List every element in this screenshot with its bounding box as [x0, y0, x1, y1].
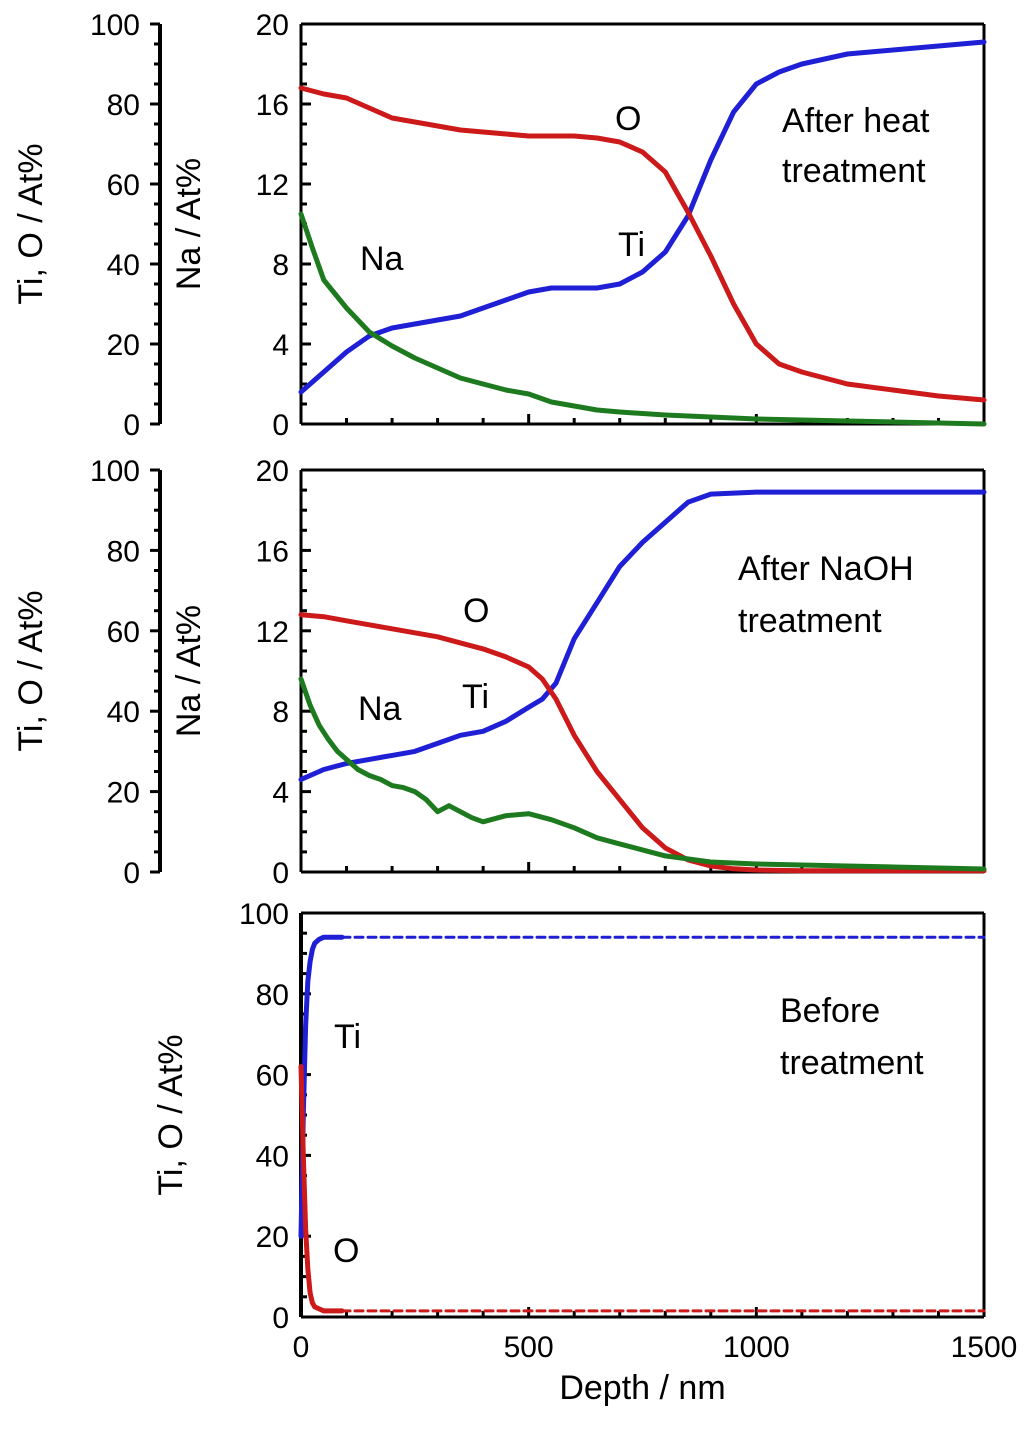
series-o: [298, 612, 987, 874]
series-label-ti: Ti: [618, 226, 645, 264]
series-ti: [298, 39, 987, 395]
left-y-tick-label: 100: [90, 9, 140, 42]
panel-heat: [150, 22, 987, 427]
na-y-axis-title: Na / At%: [170, 158, 208, 290]
series-ti: [298, 934, 345, 1239]
na-y-tick-label: 16: [256, 535, 289, 568]
left-y-tick-label: 100: [239, 898, 289, 931]
panel-annotation-line-1: After NaOH: [738, 550, 914, 588]
left-y-tick-label: 60: [107, 616, 140, 649]
left-y-tick-label: 80: [107, 89, 140, 122]
series-label-ti: Ti: [462, 678, 489, 716]
left-y-tick-label: 40: [256, 1140, 289, 1173]
panel-before: [298, 911, 986, 1319]
left-y-tick-label: 80: [107, 535, 140, 568]
series-o: [298, 85, 987, 403]
panel-annotation-line-1: After heat: [782, 102, 930, 140]
na-y-tick-label: 0: [272, 409, 289, 442]
na-y-tick-label: 0: [272, 857, 289, 890]
series-label-na: Na: [358, 690, 402, 728]
na-y-tick-label: 20: [256, 455, 289, 488]
x-tick-label: 1000: [723, 1331, 790, 1364]
na-y-tick-label: 12: [256, 616, 289, 649]
panel-naoh: [150, 468, 987, 874]
left-y-tick-label: 20: [256, 1221, 289, 1254]
series-ti: [298, 489, 987, 782]
x-tick-label: 0: [293, 1331, 310, 1364]
series-label-o: O: [463, 592, 489, 630]
left-y-axis-title: Ti, O / At%: [12, 590, 50, 751]
series-label-ti: Ti: [334, 1018, 361, 1056]
left-y-tick-label: 40: [107, 249, 140, 282]
na-y-axis-title: Na / At%: [170, 605, 208, 737]
series-na: [298, 211, 987, 427]
left-y-tick-label: 60: [256, 1060, 289, 1093]
series-na: [298, 676, 987, 872]
na-y-tick-label: 16: [256, 89, 289, 122]
x-tick-label: 1500: [951, 1331, 1018, 1364]
x-axis-title: Depth / nm: [559, 1369, 725, 1407]
na-y-tick-label: 20: [256, 9, 289, 42]
left-y-tick-label: 40: [107, 696, 140, 729]
left-y-tick-label: 20: [107, 777, 140, 810]
na-y-tick-label: 4: [272, 777, 289, 810]
series-label-na: Na: [360, 240, 404, 278]
series-o: [298, 1064, 345, 1314]
panel-annotation-line-1: Before: [780, 992, 880, 1030]
left-y-tick-label: 60: [107, 169, 140, 202]
left-y-tick-label: 80: [256, 979, 289, 1012]
panel-annotation-line-2: treatment: [780, 1044, 924, 1082]
left-y-axis-title: Ti, O / At%: [12, 143, 50, 304]
series-label-o: O: [615, 100, 641, 138]
series-label-o: O: [333, 1232, 359, 1270]
panel-annotation-line-2: treatment: [738, 602, 882, 640]
left-y-tick-label: 0: [123, 409, 140, 442]
na-y-tick-label: 8: [272, 696, 289, 729]
na-y-tick-label: 8: [272, 249, 289, 282]
na-y-tick-label: 4: [272, 329, 289, 362]
left-y-tick-label: 20: [107, 329, 140, 362]
left-y-tick-label: 0: [272, 1302, 289, 1335]
x-tick-label: 500: [504, 1331, 554, 1364]
left-y-axis-title: Ti, O / At%: [152, 1034, 190, 1195]
left-y-tick-label: 0: [123, 857, 140, 890]
left-y-tick-label: 100: [90, 455, 140, 488]
panel-annotation-line-2: treatment: [782, 152, 926, 190]
na-y-tick-label: 12: [256, 169, 289, 202]
